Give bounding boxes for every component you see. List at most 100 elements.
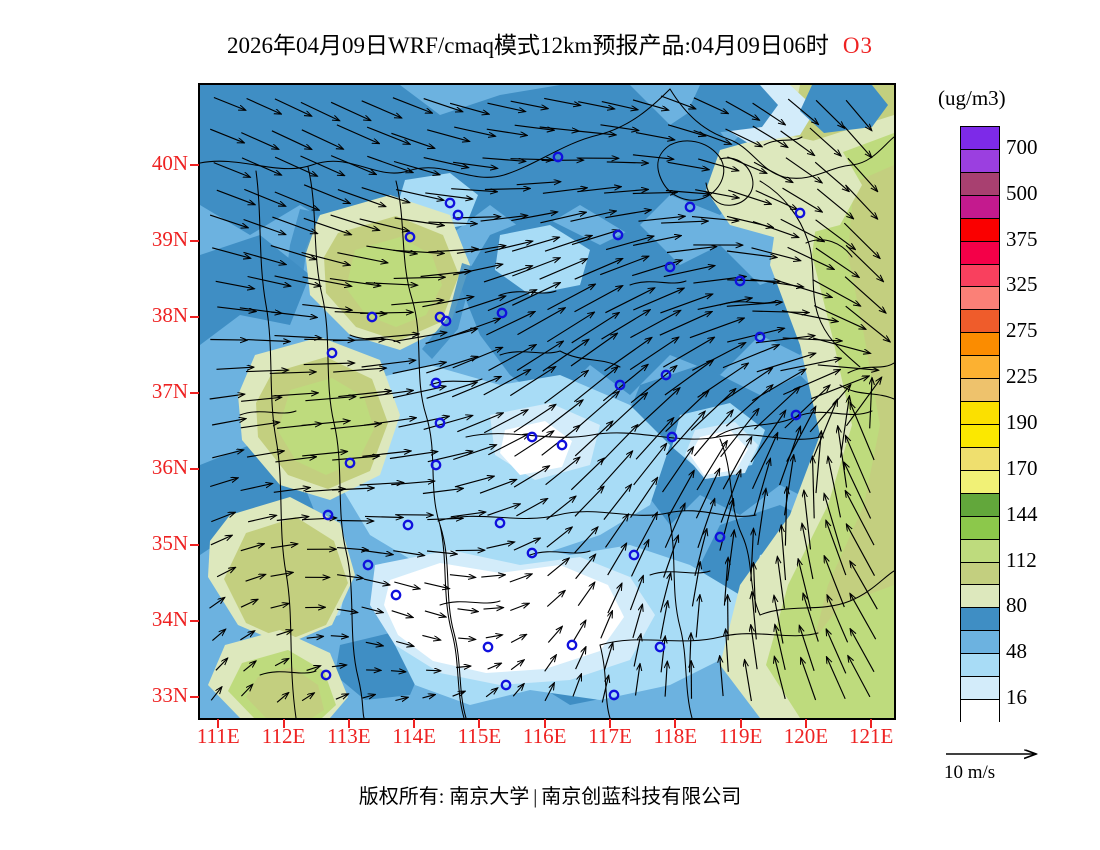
- wind-arrow: [276, 693, 288, 703]
- wind-arrow: [487, 504, 521, 516]
- wind-arrow: [662, 447, 694, 493]
- wind-arrow: [575, 647, 586, 670]
- colorbar[interactable]: [960, 126, 1000, 723]
- wind-arrow: [633, 634, 641, 667]
- colorbar-band: [961, 539, 999, 563]
- city-marker: [500, 679, 512, 691]
- wind-arrow: [785, 487, 786, 546]
- wind-arrow: [240, 422, 279, 429]
- longitude-tick-mark: [870, 719, 873, 728]
- wind-arrow: [667, 161, 709, 169]
- wind-arrow: [727, 156, 766, 173]
- wind-arrow: [752, 125, 788, 147]
- longitude-tick-mark: [804, 719, 807, 728]
- city-marker: [666, 431, 678, 443]
- wind-arrow: [391, 481, 434, 486]
- city-marker: [444, 197, 456, 209]
- wind-arrow: [847, 157, 878, 191]
- wind-arrow: [516, 341, 563, 371]
- latitude-tick-label: 37N: [151, 378, 188, 403]
- wind-arrow: [215, 280, 254, 288]
- city-marker: [754, 331, 766, 343]
- longitude-tick-label: 118E: [653, 724, 698, 748]
- wind-arrow: [782, 187, 823, 212]
- colorbar-tick-label: 48: [1006, 639, 1027, 664]
- wind-arrow: [692, 343, 745, 371]
- wind-arrow: [211, 419, 246, 426]
- wind-arrow: [757, 489, 766, 545]
- wind-arrow: [848, 656, 871, 698]
- wind-arrow: [659, 312, 712, 336]
- wind-arrow: [826, 521, 847, 576]
- longitude-tick-mark: [478, 719, 481, 728]
- wind-arrow: [665, 411, 705, 456]
- city-marker: [402, 519, 414, 531]
- wind-arrow: [392, 362, 446, 374]
- wind-arrow: [274, 659, 288, 667]
- wind-arrow: [693, 410, 733, 457]
- city-marker: [734, 275, 746, 287]
- wind-arrow: [605, 288, 654, 314]
- wind-vector-field: [209, 95, 890, 703]
- longitude-tick-label: 117E: [588, 724, 632, 748]
- wind-arrow: [843, 125, 872, 157]
- wind-arrow: [366, 245, 416, 254]
- colorbar-band: [961, 654, 999, 678]
- wind-arrow: [725, 100, 759, 120]
- wind-arrow: [517, 308, 565, 336]
- wind-arrow: [423, 416, 473, 430]
- colorbar-band: [961, 516, 999, 540]
- colorbar-tick-label: 325: [1006, 272, 1038, 297]
- colorbar-band: [961, 264, 999, 288]
- wind-arrow: [846, 436, 871, 494]
- wind-arrow: [424, 582, 449, 589]
- wind-arrow: [514, 124, 554, 130]
- wind-arrow: [665, 189, 710, 195]
- city-marker: [628, 549, 640, 561]
- wind-arrow: [273, 488, 310, 493]
- wind-arrow: [544, 655, 556, 672]
- wind-arrow: [607, 543, 627, 576]
- wind-arrow: [211, 512, 235, 523]
- wind-arrow: [844, 276, 886, 313]
- wind-arrow: [629, 576, 643, 611]
- wind-arrow: [845, 99, 872, 130]
- wind-arrow: [361, 549, 393, 554]
- city-marker: [430, 377, 442, 389]
- wind-arrow: [216, 568, 235, 578]
- wind-arrow: [604, 189, 648, 194]
- wind-arrow: [509, 367, 555, 397]
- wind-arrow: [241, 397, 281, 402]
- latitude-tick-label: 35N: [151, 530, 188, 555]
- wind-arrow: [690, 389, 735, 431]
- wind-arrow: [367, 155, 412, 172]
- wind-arrow: [722, 345, 779, 369]
- wind-arrow: [695, 595, 700, 638]
- wind-arrow: [578, 101, 614, 109]
- wind-arrow: [330, 155, 376, 175]
- wind-arrow: [603, 485, 631, 520]
- wind-arrow: [512, 684, 524, 697]
- wind-arrow: [850, 594, 877, 640]
- wind-arrow: [632, 154, 674, 159]
- longitude-tick-label: 113E: [327, 724, 371, 748]
- city-marker: [494, 517, 506, 529]
- wind-arrow: [728, 595, 729, 641]
- wind-arrow: [814, 161, 849, 191]
- city-marker: [654, 641, 666, 653]
- wind-arrow: [426, 357, 477, 374]
- city-marker: [714, 531, 726, 543]
- map-plot-area[interactable]: [198, 83, 896, 720]
- wind-arrow: [275, 457, 316, 463]
- wind-arrow: [365, 642, 383, 646]
- wind-arrow: [302, 276, 352, 286]
- wind-arrow: [243, 661, 256, 672]
- wind-arrow: [659, 601, 668, 639]
- wind-arrow: [785, 157, 822, 183]
- wind-arrow: [812, 337, 870, 353]
- longitude-tick-mark: [609, 719, 611, 728]
- wind-arrow: [361, 100, 402, 118]
- wind-arrow: [216, 189, 255, 204]
- wind-arrow: [213, 162, 250, 178]
- city-marker: [344, 457, 356, 469]
